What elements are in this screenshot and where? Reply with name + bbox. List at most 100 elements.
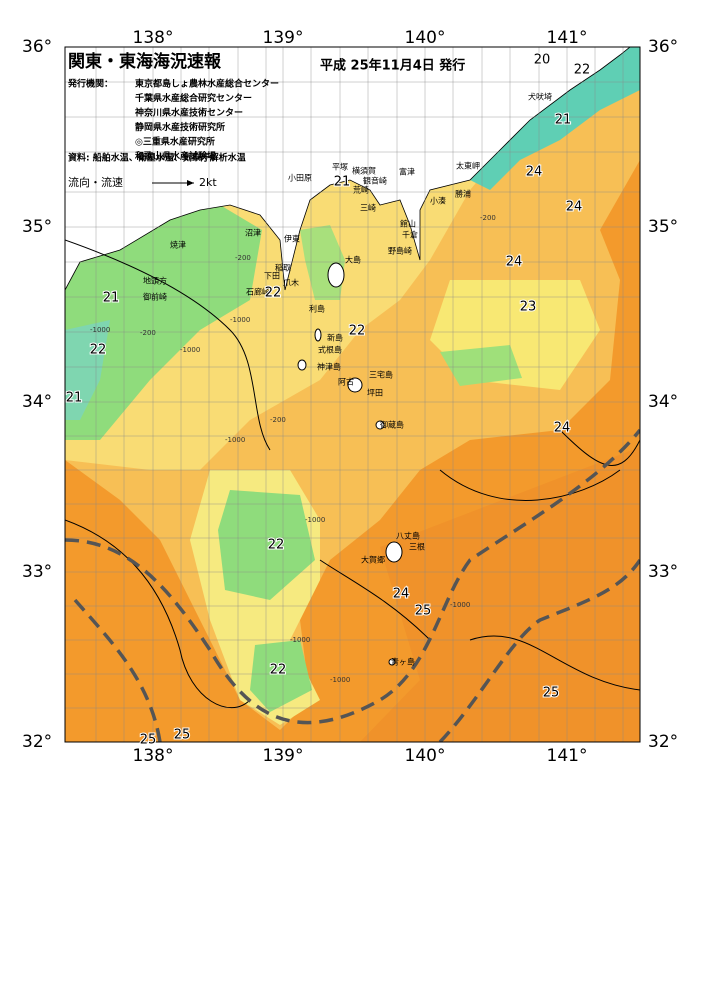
isotherm-label: 22 [349, 324, 366, 339]
depth-label: -1000 [225, 436, 245, 444]
isotherm-label: 24 [554, 421, 571, 436]
lat-label: 35° [22, 217, 52, 237]
lat-label: 34° [648, 392, 678, 412]
place-name: 三宅島 [369, 370, 393, 380]
place-name: 沼津 [245, 228, 261, 238]
isotherm-label: 25 [543, 686, 560, 701]
isotherm-label: 21 [66, 391, 83, 406]
map-frame [64, 46, 641, 743]
isotherm-label: 24 [526, 165, 543, 180]
place-name: 三崎 [360, 203, 376, 213]
place-name: 野島崎 [388, 246, 412, 256]
isotherm-label: 24 [566, 200, 583, 215]
place-name: 観音崎 [363, 176, 387, 186]
lon-label: 140° [405, 28, 446, 48]
legend-label: 流向・流速 [68, 175, 123, 189]
place-name: 平塚 [332, 163, 348, 172]
isotherm-label: 25 [140, 733, 157, 748]
place-name: 大島 [345, 255, 361, 265]
isotherm-label: 23 [520, 300, 537, 315]
place-name: 伊東 [284, 234, 300, 244]
depth-label: -1000 [230, 316, 250, 324]
place-name: 勝浦 [455, 189, 471, 199]
lat-label: 33° [22, 562, 52, 582]
depth-label: -1000 [90, 326, 110, 334]
place-name: 新島 [327, 333, 343, 343]
isotherm-label: 21 [103, 291, 120, 306]
place-name: 小湊 [430, 196, 446, 206]
isotherm-label: 22 [268, 538, 285, 553]
isotherm-label: 20 [534, 53, 551, 68]
depth-label: -200 [140, 329, 156, 337]
place-name: 焼津 [170, 240, 186, 250]
place-name: 坪田 [367, 389, 383, 398]
lat-label: 36° [648, 37, 678, 57]
depth-label: -200 [270, 416, 286, 424]
issuer: 千葉県水産総合研究センター [135, 92, 252, 104]
depth-label: -1000 [180, 346, 200, 354]
place-name: 青ヶ島 [391, 657, 415, 667]
lon-label: 139° [263, 746, 304, 766]
issuer: 東京都島しょ農林水産総合センター [135, 78, 279, 90]
issuer: 静岡県水産技術研究所 [135, 121, 225, 133]
isotherm-label: 22 [574, 63, 591, 78]
place-name: 荒崎 [353, 185, 369, 195]
place-name: 千倉 [402, 230, 418, 240]
isotherm-label: 22 [265, 286, 282, 301]
source: 資料: 船舶水温、衛星水温、気象庁解析水温 [68, 152, 246, 164]
issuer: ◎三重県水産研究所 [135, 136, 215, 148]
lat-label: 35° [648, 217, 678, 237]
isotherm-label: 25 [174, 728, 191, 743]
issuer-label: 発行機関： [67, 78, 113, 90]
islands [297, 262, 403, 666]
legend-speed: 2kt [199, 176, 217, 189]
place-name: 三根 [409, 542, 425, 552]
depth-label: -200 [235, 254, 251, 262]
place-name: 御蔵島 [380, 420, 404, 430]
lon-label: 141° [547, 28, 588, 48]
isotherm-label: 24 [393, 587, 410, 602]
place-name: 利島 [309, 304, 325, 314]
place-name: 石廊崎 [246, 287, 270, 297]
legend-arrow-head [187, 180, 194, 186]
depth-label: -1000 [330, 676, 350, 684]
place-name: 館山 [400, 219, 416, 229]
title: 関東・東海海況速報 [68, 51, 222, 72]
isotherm-label: 24 [506, 255, 523, 270]
lat-label: 33° [648, 562, 678, 582]
place-name: 太東岬 [456, 161, 480, 171]
lat-label: 32° [22, 732, 52, 752]
lon-label: 138° [133, 746, 174, 766]
isotherm-label: 22 [90, 343, 107, 358]
isotherm-label: 25 [415, 604, 432, 619]
grid [65, 47, 640, 742]
place-name: 式根島 [318, 345, 342, 355]
lat-label: 32° [648, 732, 678, 752]
place-name: 阿古 [338, 377, 354, 387]
place-name: 八丈島 [396, 531, 420, 541]
place-name: 横須賀 [352, 166, 376, 176]
place-name: 富津 [399, 167, 415, 177]
place-name: 犬吠埼 [528, 92, 552, 102]
place-name: 地頭方 [143, 276, 167, 286]
place-name: 大賀郷 [361, 555, 385, 565]
place-name: 下田 [264, 272, 280, 281]
lon-label: 140° [405, 746, 446, 766]
isotherm-label: 21 [555, 113, 572, 128]
isotherm-label: 22 [270, 663, 287, 678]
issuer: 和歌山県水産試験場 [134, 150, 216, 162]
depth-label: -200 [480, 214, 496, 222]
place-name: 爪木 [283, 278, 299, 288]
sea-area [65, 47, 640, 742]
lon-label: 141° [547, 746, 588, 766]
depth-label: -1000 [450, 601, 470, 609]
place-name: 小田原 [288, 174, 312, 183]
place-name: 神津島 [317, 362, 341, 372]
depth-label: -1000 [305, 516, 325, 524]
lat-label: 34° [22, 392, 52, 412]
place-name: 御前崎 [143, 292, 167, 302]
lat-label: 36° [22, 37, 52, 57]
contours [65, 239, 640, 709]
lon-label: 138° [133, 28, 174, 48]
